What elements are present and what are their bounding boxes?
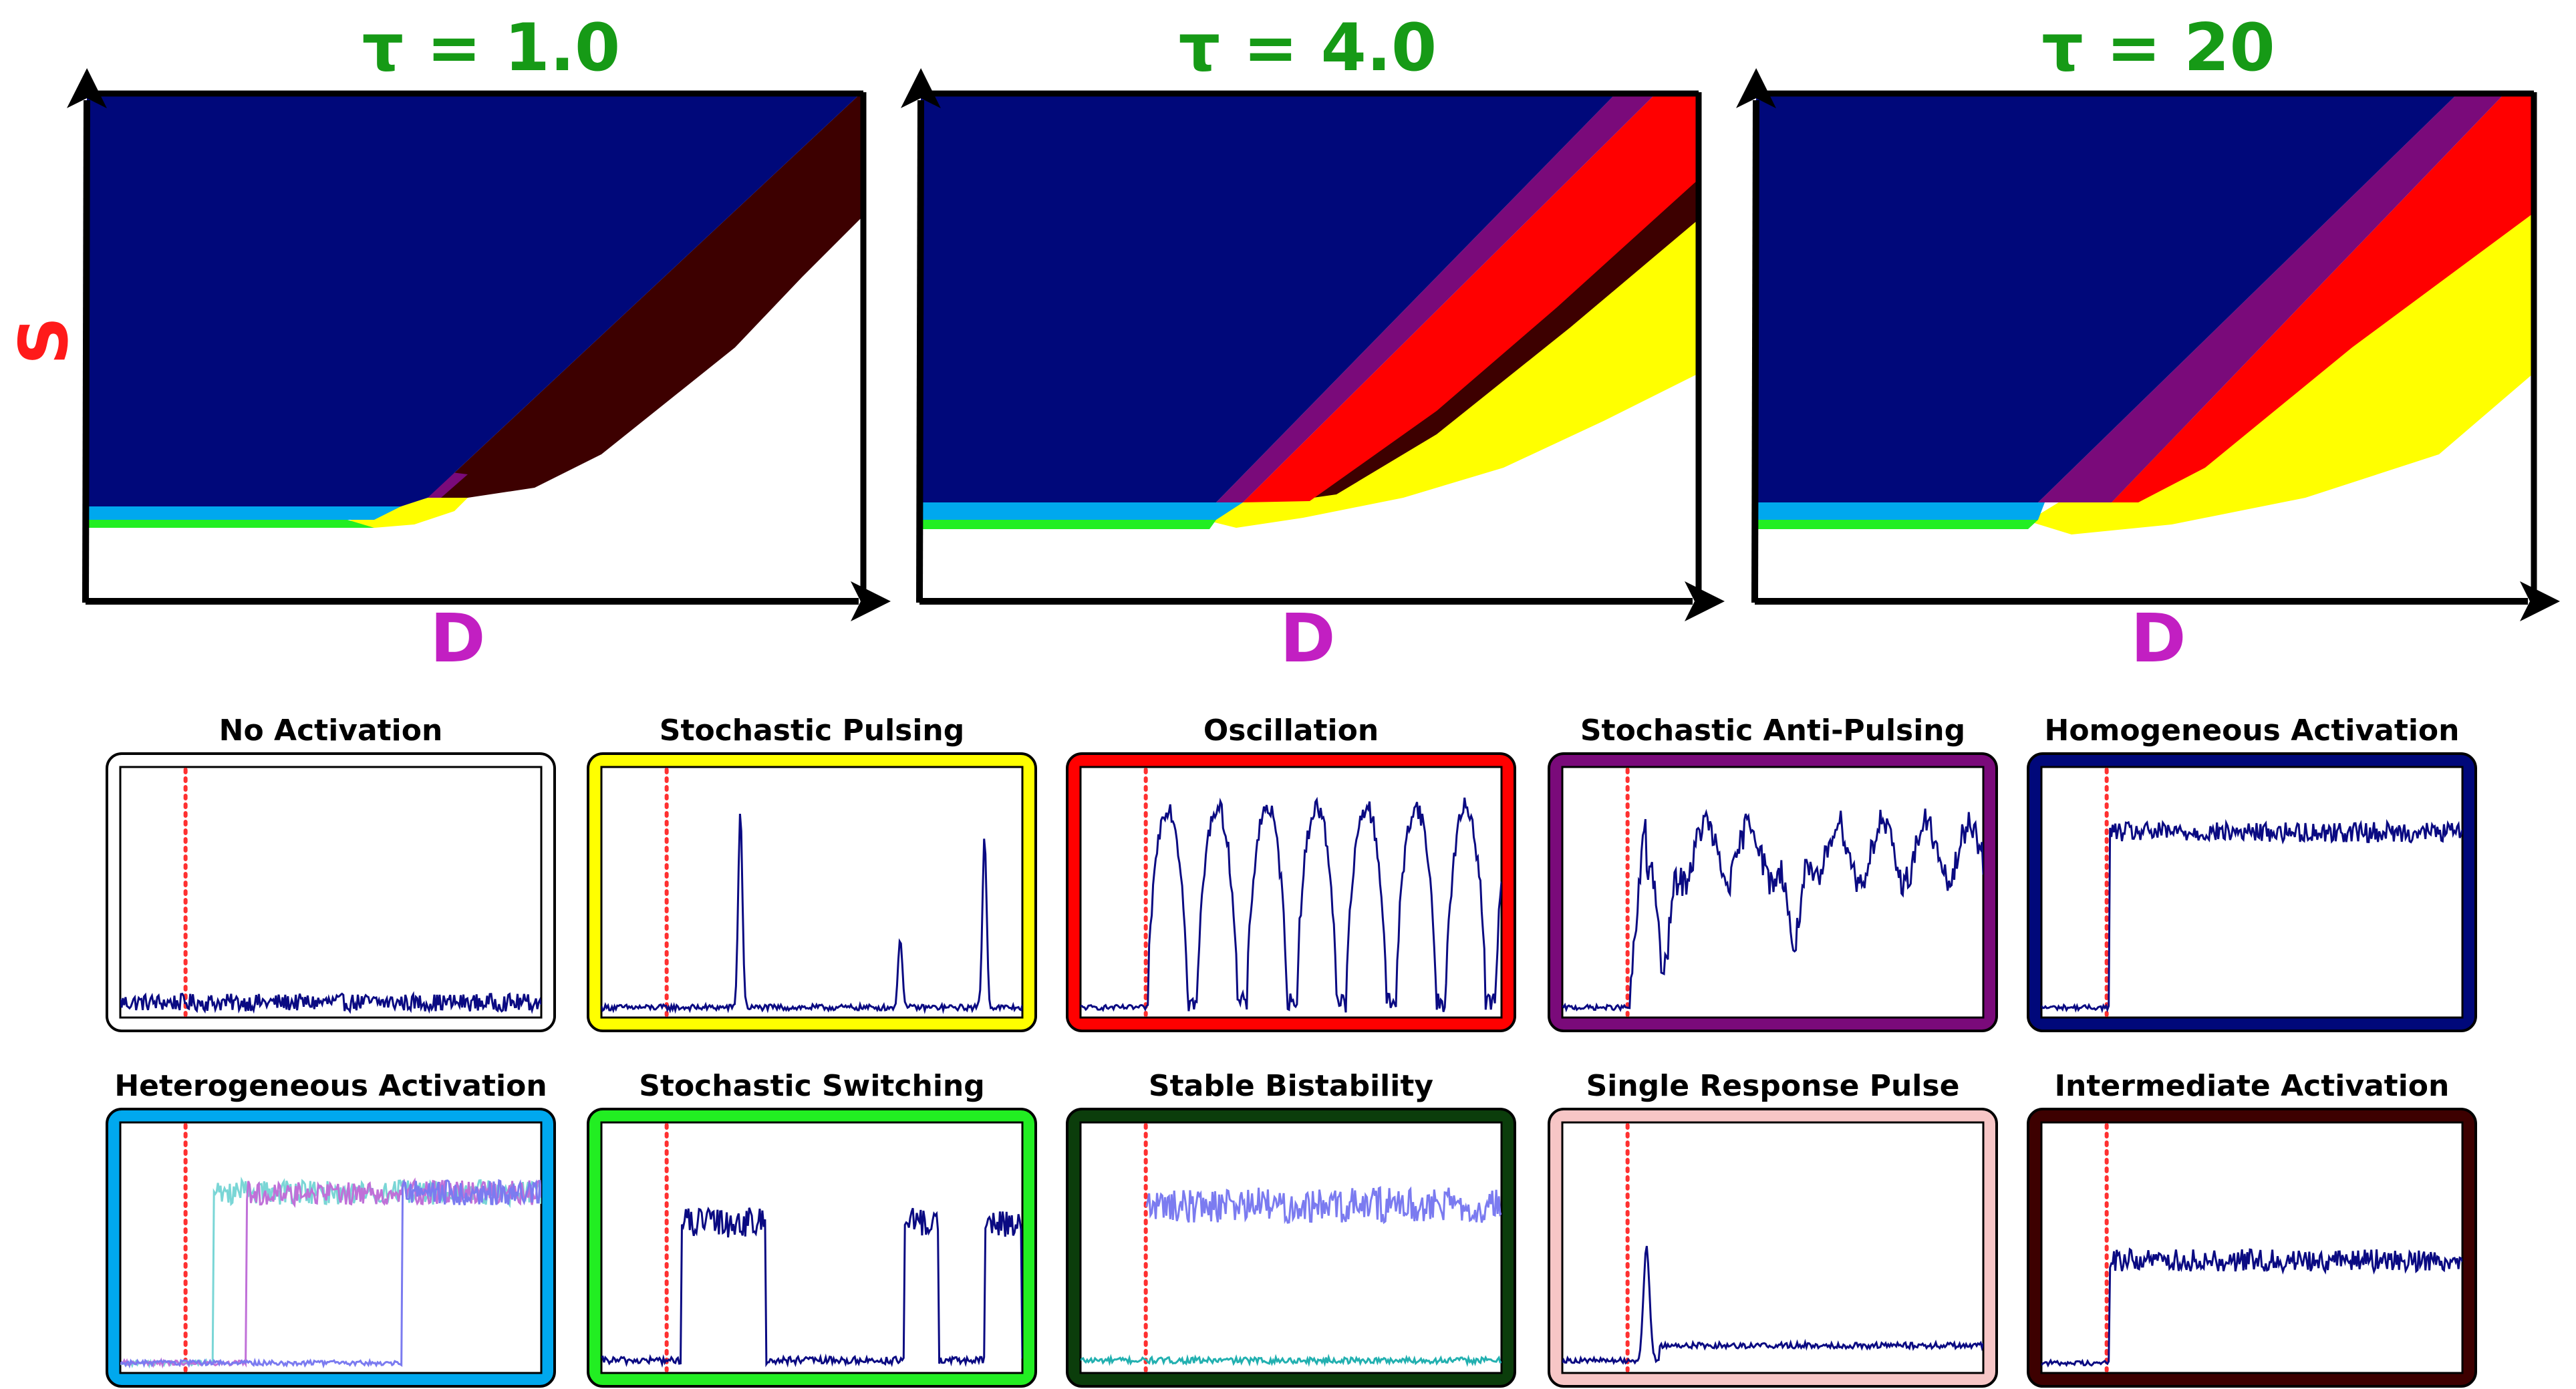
signal-trace [1562,808,1983,1013]
panel-title: Intermediate Activation [2055,1069,2450,1103]
plot-area [1079,1121,1503,1374]
behavior-panel: Intermediate Activation [2027,1069,2477,1388]
behavior-panel: Stable Bistability [1066,1069,1516,1388]
x-axis-label: D [2130,599,2186,677]
phase-title: τ = 4.0 [1179,10,1437,86]
plot-area [119,766,543,1019]
signal-trace [2041,1247,2462,1368]
plot-area [119,1121,543,1374]
signal-trace [601,813,1022,1015]
homogeneous-activation-region [87,92,862,506]
behavior-panel: No Activation [106,714,556,1032]
phase-title: τ = 20 [2041,10,2275,86]
panel-title: Stochastic Switching [639,1069,985,1103]
signal-trace [2041,818,2462,1014]
behavior-panel: Stochastic Switching [587,1069,1037,1388]
y-axis-arrow [66,68,107,603]
panel-title: No Activation [219,714,443,748]
behavior-panel: Stochastic Pulsing [587,714,1037,1032]
plot-area [600,1121,1024,1374]
behavior-panel: Stochastic Anti-Pulsing [1548,714,1998,1032]
signal-trace [120,991,541,1014]
phase-diagram-tau-4: τ = 4.0 D [900,10,1725,677]
heterogeneous-region [921,502,1243,520]
panel-title: Stochastic Pulsing [660,714,965,748]
signal-trace [601,1207,1022,1368]
panel-title: Stochastic Anti-Pulsing [1580,714,1965,748]
phase-title: τ = 1.0 [362,10,621,86]
y-axis-arrow [900,68,941,603]
oscillation-region [1243,92,1697,502]
panel-title: Single Response Pulse [1586,1069,1960,1103]
panel-title: Homogeneous Activation [2045,714,2460,748]
panel-title: Stable Bistability [1149,1069,1433,1103]
switching-region [921,520,1216,529]
signal-trace [1081,796,1501,1013]
behavior-panel: Single Response Pulse [1548,1069,1998,1388]
heterogeneous-region [1756,502,2045,520]
behavior-panels: No Activation Stochastic Pulsing Oscillati… [106,714,2477,1388]
phase-diagram-tau-20: τ = 20 D [1735,10,2560,677]
plot-area [2040,766,2464,1019]
cell-trace [120,1179,541,1369]
plot-area [1079,766,1503,1019]
plot-area [600,766,1024,1019]
x-axis-label: D [430,599,485,677]
plot-area [1561,766,1985,1019]
homogeneous-activation-region [1756,92,2459,502]
panel-title: Heterogeneous Activation [114,1069,547,1103]
low-state-trace [1081,1354,1501,1368]
homogeneous-activation-region [921,92,1617,502]
oscillation-region [2112,92,2533,502]
signal-trace [1562,1245,1983,1366]
anti-pulsing-region [2038,92,2506,502]
behavior-panel: Oscillation [1066,714,1516,1032]
y-axis-arrow [1735,68,1776,603]
phase-diagram-tau-1: τ = 1.0 D S [5,10,891,677]
switching-region [1756,520,2038,529]
x-axis-label: D [1280,599,1335,677]
y-axis-label: S [5,317,83,365]
heterogeneous-region [87,506,401,520]
plot-area [1561,1121,1985,1374]
high-state-trace [1145,1186,1501,1225]
behavior-panel: Heterogeneous Activation [106,1069,556,1388]
anti-pulsing-region [1216,92,1657,502]
panel-title: Oscillation [1203,714,1379,748]
behavior-panel: Homogeneous Activation [2027,714,2477,1032]
switching-region [87,520,374,528]
plot-area [2040,1121,2464,1374]
pulsing-region [347,498,468,528]
